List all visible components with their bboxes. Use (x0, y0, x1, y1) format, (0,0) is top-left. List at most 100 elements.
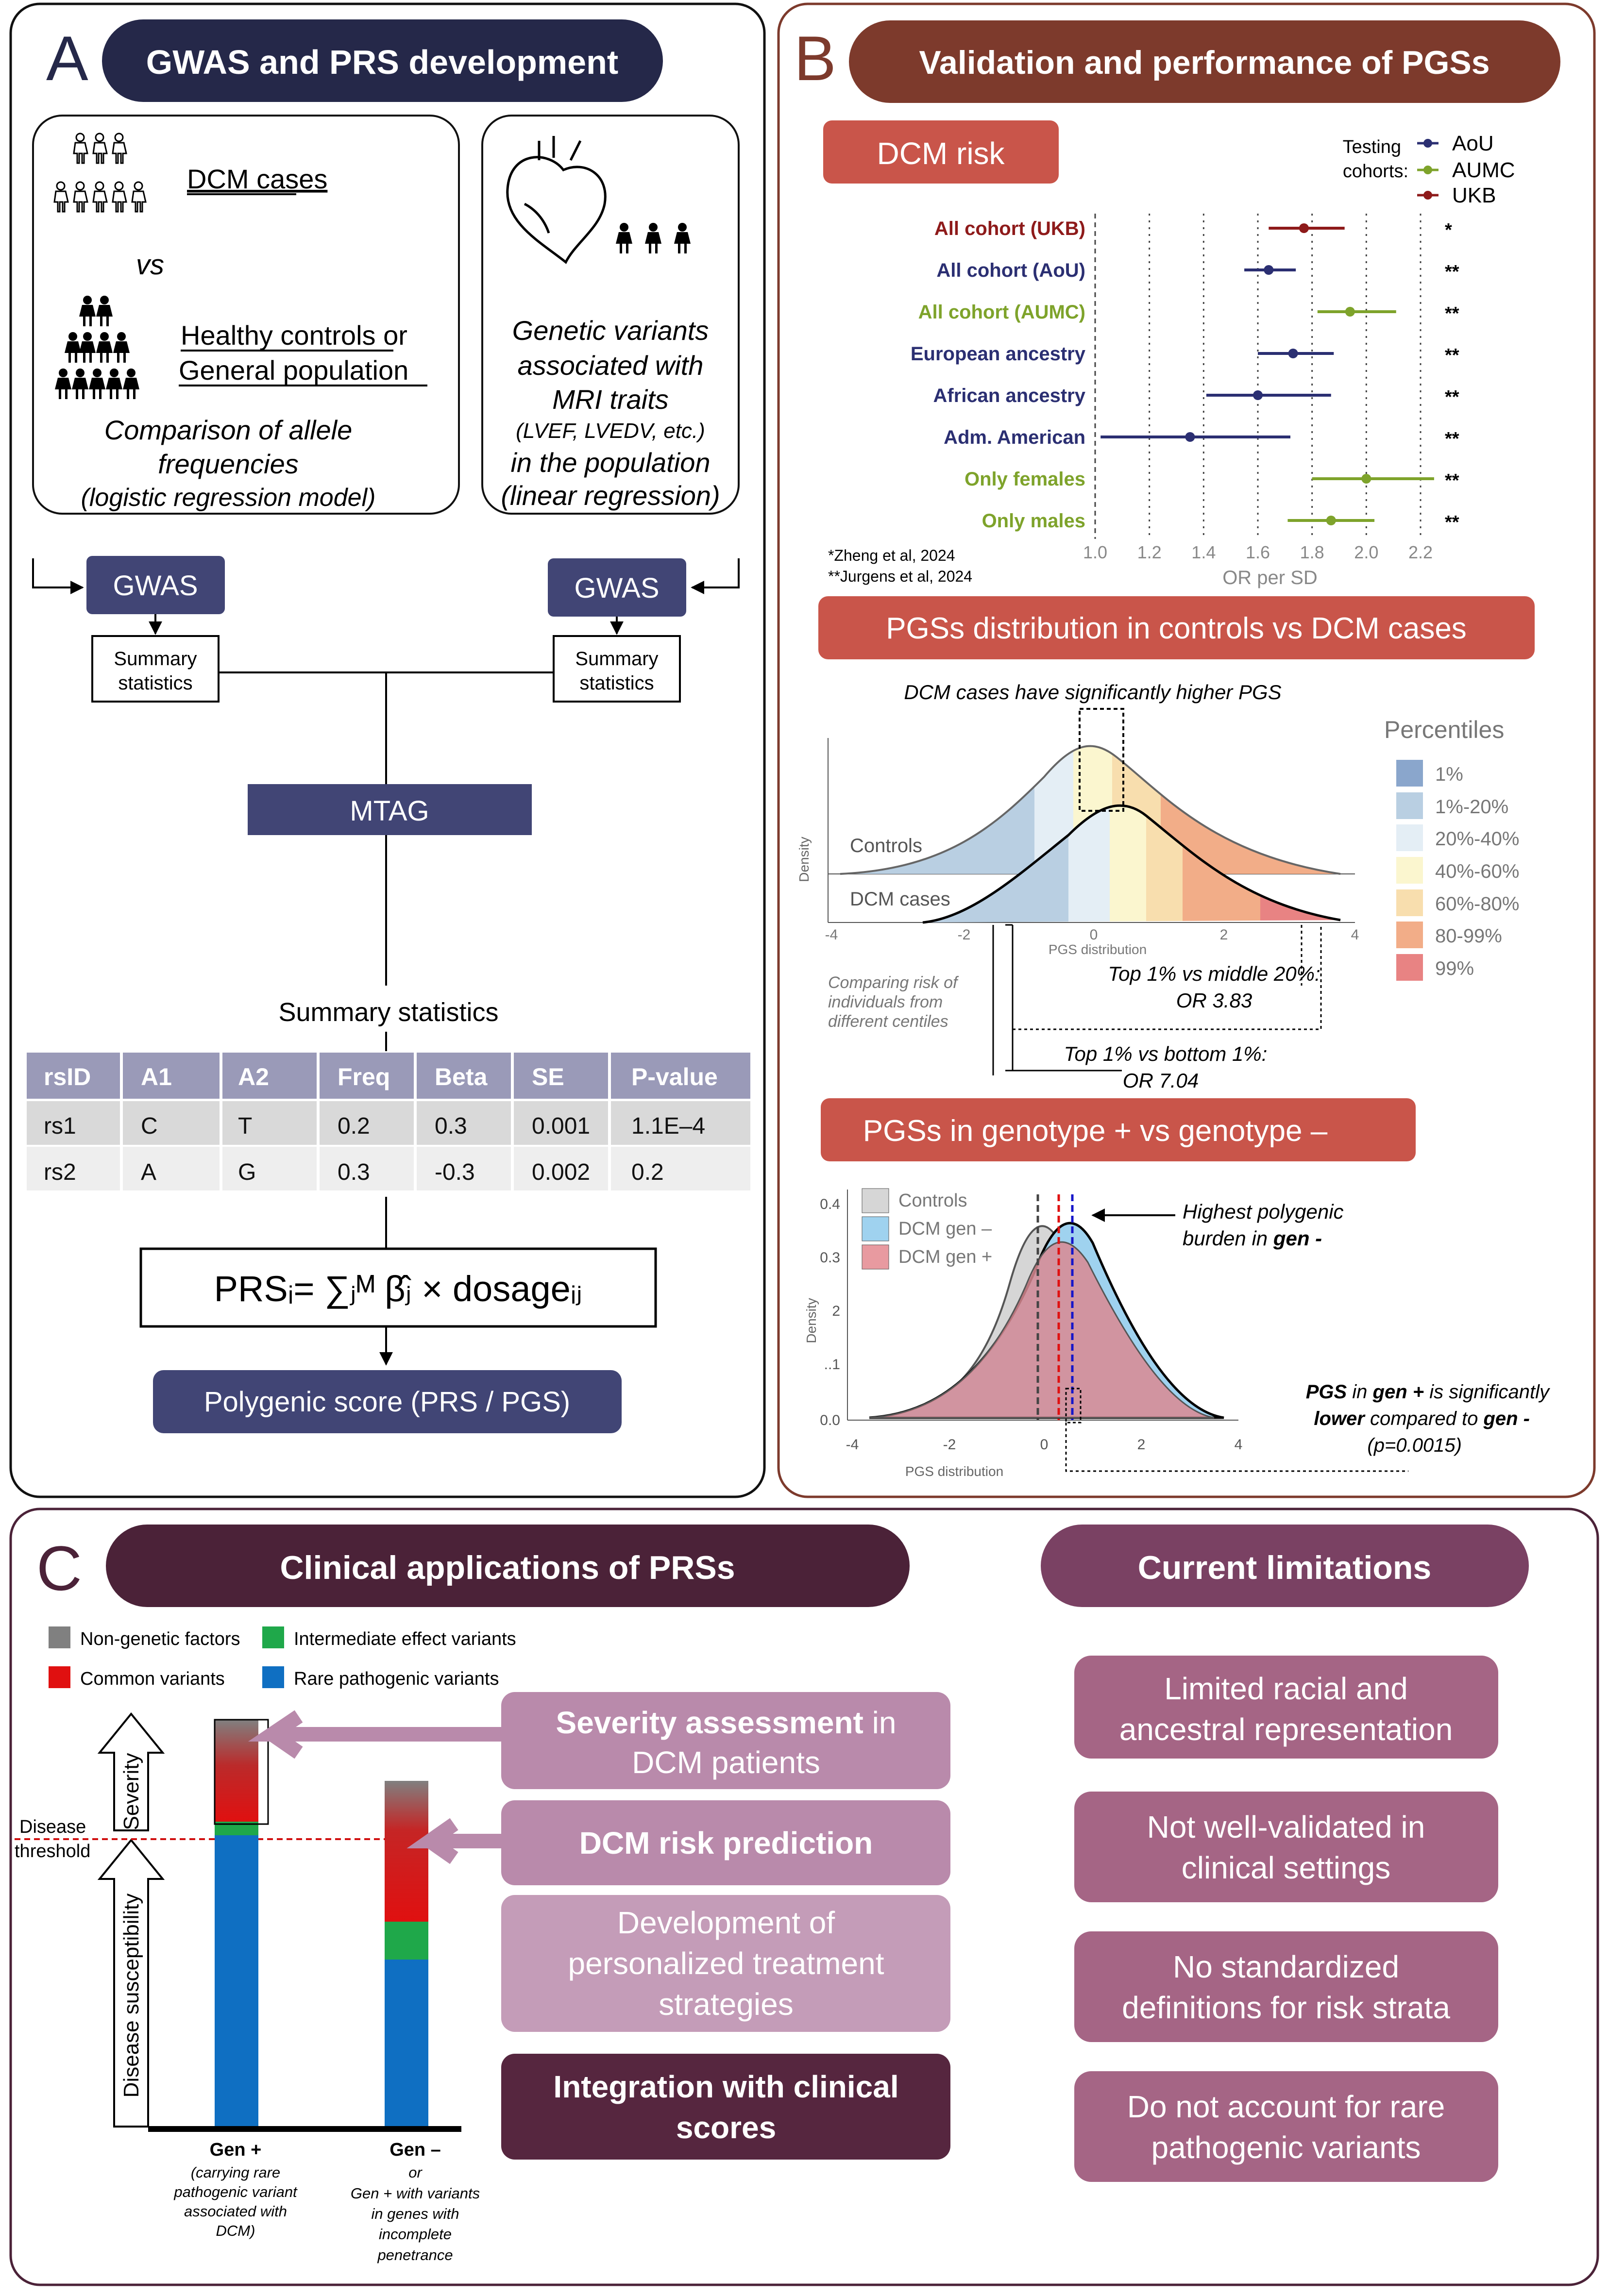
density-xtick: -4 (825, 927, 838, 943)
table-cell: 0.002 (532, 1159, 590, 1185)
forest-plot: 1.0 1.2 1.4 1.6 1.8 2.0 2.2 All cohort (UKB) * Al… (911, 214, 1459, 562)
panel-b: B Validation and performance of PGSs DCM… (777, 2, 1596, 1498)
dist-title: PGSs distribution in controls vs DCM cas… (886, 612, 1467, 645)
legend-title-1: Testing (1343, 137, 1401, 157)
table-header: A1 (141, 1063, 172, 1090)
app-severity-bold: Severity assessment (556, 1705, 863, 1740)
panel-b-letter: B (794, 23, 836, 94)
burden-line-1: Highest polygenic (1183, 1200, 1344, 1223)
app-integration-2: scores (676, 2110, 776, 2145)
susceptibility-label: Disease susceptibility (119, 1894, 143, 2098)
forest-xtick: 2.0 (1354, 542, 1378, 562)
burden-line-2: burden in gen - (1183, 1227, 1322, 1250)
sig-line-1: PGS in gen + is significantly (1306, 1381, 1551, 1403)
forest-sig: * (1445, 220, 1452, 240)
table-header: Beta (435, 1063, 488, 1090)
forest-row-label: All cohort (UKB) (934, 218, 1085, 239)
burden-text: burden in (1183, 1227, 1273, 1250)
forest-point (1361, 474, 1371, 484)
geno-xtick: 4 (1235, 1437, 1243, 1453)
geno-ytick: 0.0 (820, 1412, 840, 1428)
gen-minus-sub: penetrance (377, 2246, 453, 2263)
pgs-label: Polygenic score (PRS / PGS) (204, 1386, 570, 1418)
controls-label-2: General population (179, 355, 408, 385)
forest-point (1299, 223, 1309, 233)
table-cell: T (238, 1113, 252, 1139)
prs-formula: PRSᵢ= ∑ⱼᴹ β̂ⱼ × dosageᵢⱼ (214, 1269, 583, 1309)
perc-label: 99% (1435, 958, 1474, 979)
geno-xlabel: PGS distribution (905, 1464, 1003, 1479)
density-xtick: 2 (1220, 927, 1228, 943)
table-header: rsID (44, 1063, 91, 1090)
sig-compared: compared to (1365, 1408, 1484, 1429)
comparison-line-1: Comparison of allele (104, 415, 352, 445)
top1-bottom: Top 1% vs bottom 1%: (1064, 1042, 1268, 1065)
comparison-line-3: (logistic regression model) (81, 484, 376, 512)
forest-sig: ** (1445, 470, 1459, 491)
dcm-risk-title: DCM risk (877, 136, 1005, 171)
threshold-label-2: threshold (15, 1841, 90, 1861)
dist-note: DCM cases have significantly higher PGS (904, 681, 1281, 704)
vs-label: vs (136, 249, 164, 281)
table-cell: 0.001 (532, 1113, 590, 1139)
gen-minus-label: Gen – (389, 2140, 441, 2160)
table-header: P-value (631, 1063, 718, 1090)
forest-row-label: African ancestry (933, 385, 1086, 406)
perc-label: 60%-80% (1435, 893, 1519, 915)
limit-2a: Not well-validated in (1147, 1810, 1425, 1844)
geno-ytick: 0.4 (820, 1196, 840, 1212)
density-xtick: -2 (958, 927, 971, 943)
forest-xtick: 2.2 (1408, 542, 1433, 562)
app-severity-in: in (863, 1705, 897, 1740)
geno-legend-label: DCM gen – (898, 1219, 992, 1239)
summary-left-1: Summary (114, 648, 197, 670)
genetic-line-3: MRI traits (552, 384, 669, 415)
forest-sig: ** (1445, 345, 1459, 366)
sig-line-3: (p=0.0015) (1367, 1435, 1462, 1456)
legend-aou: AoU (1452, 132, 1494, 155)
top1-middle: Top 1% vs middle 20%: (1108, 962, 1320, 985)
heart-icon (506, 136, 607, 264)
forest-xtick: 1.6 (1246, 542, 1270, 562)
legend-common: Common variants (80, 1669, 225, 1689)
gwas-right: GWAS (574, 572, 659, 604)
control-people-icon (55, 296, 139, 399)
panel-b-title: Validation and performance of PGSs (919, 44, 1490, 81)
geno-ylabel: Density (804, 1298, 819, 1343)
perc-label: 20%-40% (1435, 828, 1519, 850)
gen-minus-bar (385, 1781, 428, 2127)
table-cell: 0.2 (338, 1113, 370, 1139)
perc-label: 1%-20% (1435, 796, 1508, 818)
density-ylabel: Density (796, 837, 812, 882)
gen-plus-sub: associated with (184, 2203, 287, 2220)
geno-ytick: ..1 (824, 1357, 840, 1373)
panel-c-title: Clinical applications of PRSs (280, 1549, 735, 1586)
forest-row-label: Adm. American (944, 427, 1085, 448)
gen-minus-sub: or (408, 2164, 423, 2181)
family-people-icon (616, 223, 691, 253)
geno-legend-label: DCM gen + (898, 1247, 992, 1267)
sig-genminus: gen - (1483, 1408, 1530, 1429)
table-cell: 0.3 (338, 1159, 370, 1185)
app-treatment-2: personalized treatment (568, 1946, 884, 1981)
ref-jurgens: **Jurgens et al, 2024 (828, 568, 972, 585)
gwas-left: GWAS (113, 570, 198, 602)
density-xlabel: PGS distribution (1049, 942, 1147, 957)
genetic-line-4: (LVEF, LVEDV, etc.) (516, 419, 705, 443)
density-controls-label: Controls (850, 835, 922, 856)
geno-xtick: 2 (1137, 1437, 1146, 1453)
gen-plus-bar (214, 1719, 269, 2127)
dcm-cases-label: DCM cases (187, 164, 327, 194)
limit-1b: ancestral representation (1119, 1712, 1453, 1747)
geno-xtick: -2 (943, 1437, 956, 1453)
perc-label: 1% (1435, 764, 1463, 785)
gen-plus-sub: DCM) (216, 2222, 255, 2239)
table-cell: rs2 (44, 1159, 76, 1185)
forest-row-label: Only males (982, 510, 1085, 532)
density-chart: Controls DCM cases Density PGS distribut… (796, 708, 1359, 957)
app-severity-1: Severity assessment in (556, 1705, 897, 1740)
forest-point (1253, 390, 1263, 400)
forest-point (1326, 516, 1336, 525)
legend-aumc: AUMC (1452, 158, 1515, 182)
